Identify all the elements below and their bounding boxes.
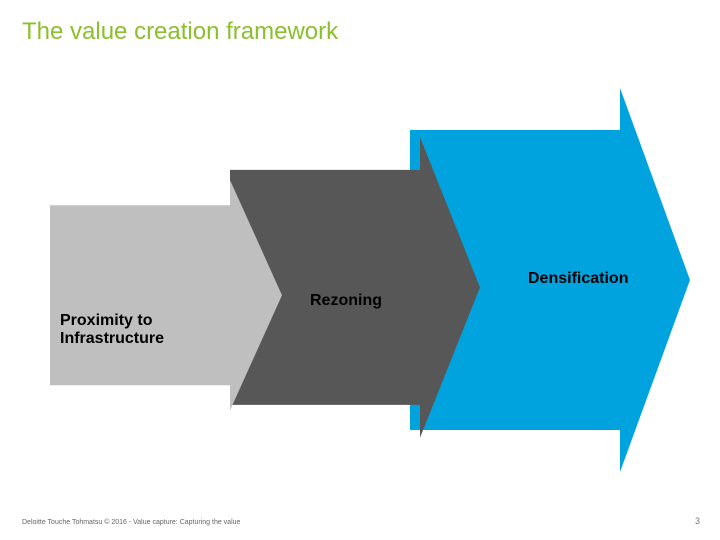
slide-title: The value creation framework [22, 18, 338, 46]
footer-text: Deloitte Touche Tohmatsu © 2016 - Value … [22, 519, 240, 526]
value-creation-diagram: Densification Rezoning Proximity to Infras… [40, 100, 680, 460]
arrow-proximity-shape [50, 180, 282, 410]
slide: The value creation framework Densificati… [0, 0, 720, 540]
page-number: 3 [695, 516, 700, 526]
arrow-proximity-label: Proximity to Infrastructure [60, 312, 164, 348]
arrow-rezoning-label: Rezoning [310, 292, 382, 310]
arrow-densification-label: Densification [528, 270, 628, 288]
